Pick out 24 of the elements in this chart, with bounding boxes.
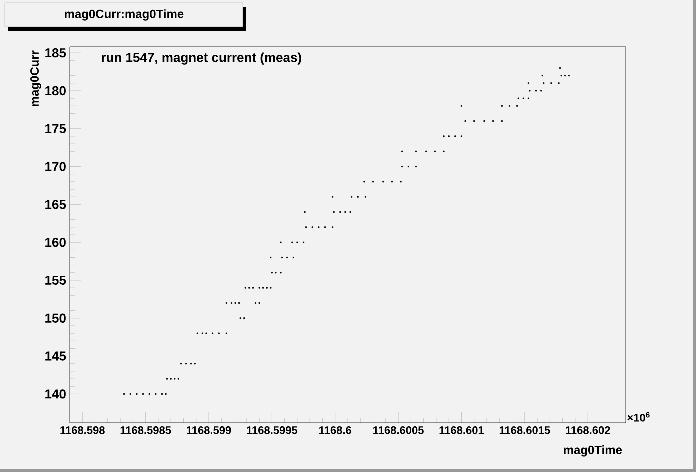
x-tick-label: 1168.601: [440, 426, 484, 434]
y-tick-label: 165: [46, 200, 66, 210]
x-tick-label: 1168.5985: [120, 426, 172, 434]
y-tick-label: 155: [46, 276, 66, 286]
y-tick-label: 170: [46, 162, 66, 172]
x-tick-label: 1168.6015: [500, 426, 550, 434]
x-tick-label: 1168.6005: [374, 426, 424, 434]
x-tick-label: 1168.6: [320, 426, 352, 434]
y-tick-label: 160: [46, 238, 66, 248]
text: ×10$^{6}$: [628, 412, 650, 422]
x-tick-label: 1168.598: [60, 426, 105, 434]
y-tick-label: 180: [46, 86, 66, 96]
y-axis-title: mag0Curr: [30, 50, 42, 106]
y-tick-label: 150: [46, 314, 66, 323]
x-tick-label: 1168.599: [187, 426, 232, 434]
chart-title: mag0Curr:mag0Time: [65, 10, 184, 21]
annotation: run 1547, magnet current (meas): [102, 52, 302, 65]
x-tick-label: 1168.602: [566, 426, 610, 434]
x-axis-title: mag0Time: [564, 446, 622, 457]
x-tick-label: 1168.5995: [247, 426, 298, 434]
y-tick-label: 175: [46, 124, 66, 134]
y-tick-label: 140: [46, 390, 66, 399]
y-tick-label: 145: [46, 352, 66, 361]
y-tick-label: 185: [46, 48, 66, 58]
